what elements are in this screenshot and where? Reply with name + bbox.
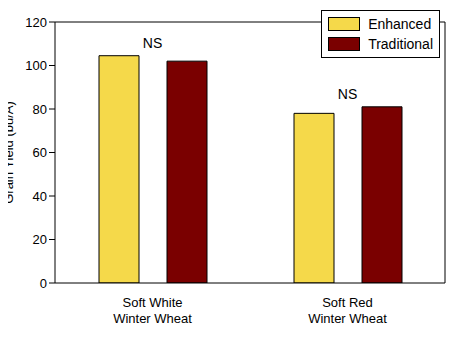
- svg-text:80: 80: [33, 102, 47, 117]
- svg-text:NS: NS: [143, 35, 162, 51]
- svg-text:NS: NS: [338, 86, 357, 102]
- html-text:Enhanced: Enhanced: [368, 16, 432, 32]
- svg-text:Grain Yield (bu/A): Grain Yield (bu/A): [8, 101, 16, 204]
- html-text:Traditional: Traditional: [368, 36, 433, 52]
- svg-text:100: 100: [25, 58, 47, 73]
- svg-text:40: 40: [33, 189, 47, 204]
- svg-text:120: 120: [25, 15, 47, 30]
- svg-text:Soft White: Soft White: [123, 295, 183, 310]
- svg-text:Winter Wheat: Winter Wheat: [113, 311, 192, 326]
- svg-text:20: 20: [33, 232, 47, 247]
- svg-text:0: 0: [40, 276, 47, 291]
- svg-text:Winter Wheat: Winter Wheat: [308, 311, 387, 326]
- svg-text:Soft Red: Soft Red: [322, 295, 373, 310]
- svg-text:60: 60: [33, 145, 47, 160]
